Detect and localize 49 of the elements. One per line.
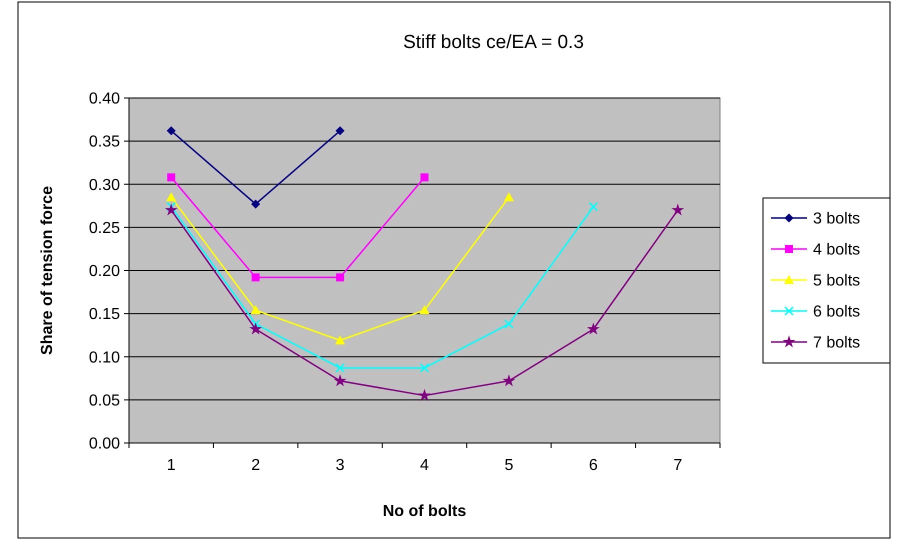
point — [249, 322, 262, 335]
chart-title: Stiff bolts ce/EA = 0.3 — [403, 32, 584, 53]
x-tick-label: 3 — [336, 457, 345, 474]
y-tick-label: 0.10 — [88, 349, 120, 366]
x-tick-label: 1 — [166, 457, 176, 474]
y-tick-label: 0.25 — [88, 220, 120, 237]
y-axis-title: Share of tension force — [39, 186, 56, 355]
point — [420, 173, 428, 182]
point — [166, 126, 176, 136]
x-tick-label: 4 — [420, 457, 430, 474]
y-tick-label: 0.20 — [88, 263, 120, 280]
legend-label: 7 bolts — [813, 334, 860, 352]
point — [167, 173, 176, 182]
point — [420, 305, 430, 314]
y-tick-label: 0.40 — [88, 90, 120, 108]
point — [335, 363, 345, 373]
point — [418, 388, 431, 401]
point — [504, 192, 514, 202]
legend-label: 5 bolts — [813, 272, 860, 290]
point — [588, 202, 598, 212]
y-tick-label: 0.30 — [88, 176, 120, 194]
y-tick-label: 0.05 — [88, 392, 120, 410]
point — [335, 335, 346, 344]
y-tick-label: 0.15 — [88, 306, 120, 324]
point — [250, 319, 260, 329]
point — [587, 322, 600, 335]
y-tick-label: 0.00 — [88, 436, 120, 453]
legend-label: 6 bolts — [813, 304, 860, 321]
point — [502, 374, 516, 386]
x-tick-label: 5 — [504, 457, 514, 474]
point — [250, 305, 261, 314]
x-tick-label: 7 — [673, 457, 682, 474]
x-tick-label: 2 — [251, 457, 260, 474]
point — [251, 200, 260, 209]
point — [336, 126, 345, 136]
legend-label: 3 bolts — [813, 210, 860, 228]
point — [336, 273, 344, 282]
point — [164, 203, 178, 216]
point — [671, 203, 684, 216]
point — [420, 363, 430, 373]
point — [504, 319, 514, 329]
legend-label: 4 bolts — [813, 242, 860, 259]
x-tick-label: 6 — [588, 457, 598, 474]
point — [334, 374, 346, 386]
point — [166, 192, 176, 202]
y-tick-label: 0.35 — [88, 134, 120, 151]
point — [252, 273, 260, 282]
point — [166, 202, 176, 212]
x-axis-title: No of bolts — [382, 503, 466, 520]
